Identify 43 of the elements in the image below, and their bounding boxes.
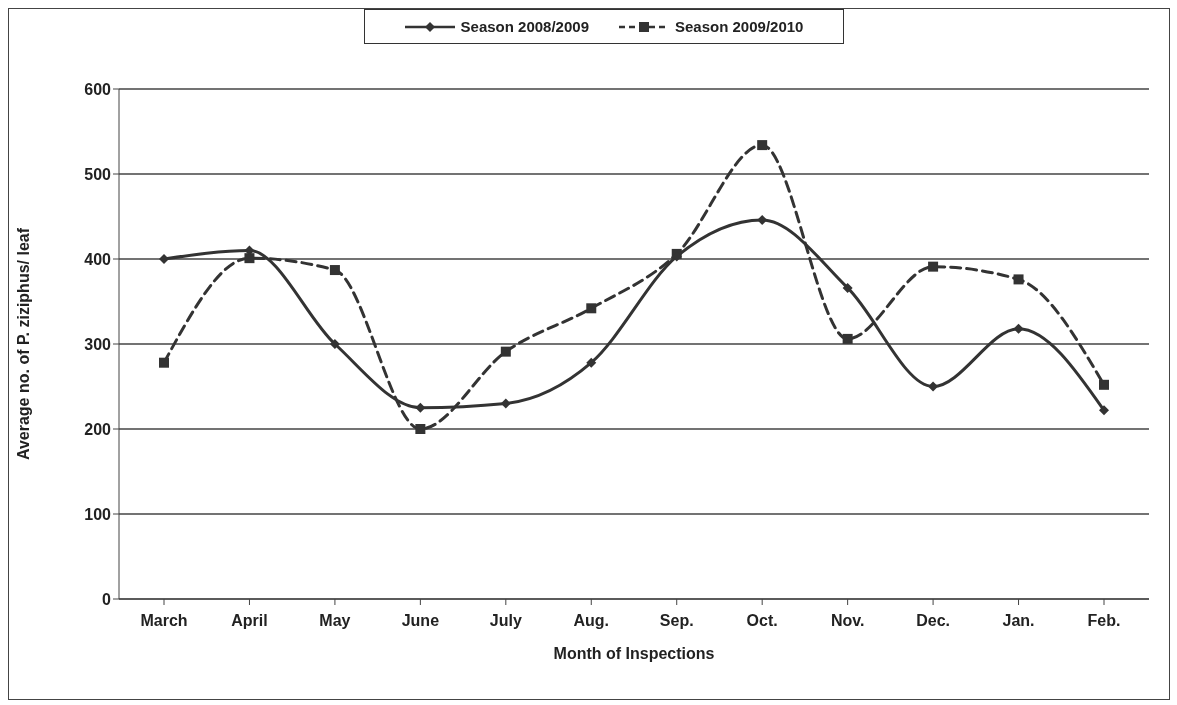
legend-label: Season 2009/2010 xyxy=(675,18,804,35)
point xyxy=(1013,274,1024,285)
y-tick-label: 0 xyxy=(102,590,112,608)
point xyxy=(329,265,340,276)
point xyxy=(500,398,511,409)
x-tick-label: Nov. xyxy=(830,612,865,630)
x-tick-label: Feb. xyxy=(1087,612,1121,630)
point xyxy=(1013,323,1024,334)
point xyxy=(928,261,939,272)
point xyxy=(415,402,426,413)
x-tick-label: March xyxy=(140,612,188,630)
point xyxy=(329,339,340,349)
y-tick-label: 400 xyxy=(84,250,112,268)
x-tick-label: Dec. xyxy=(916,612,950,630)
point xyxy=(500,346,511,357)
point xyxy=(244,253,255,264)
point xyxy=(842,333,853,344)
y-axis-title: Average no. of P. ziziphus/ leaf xyxy=(15,227,32,461)
y-tick-label: 500 xyxy=(84,165,112,183)
point xyxy=(1099,379,1109,390)
point xyxy=(757,140,768,151)
point xyxy=(586,357,597,368)
x-tick-label: June xyxy=(401,612,440,630)
point xyxy=(159,254,169,264)
y-tick-label: 600 xyxy=(84,80,112,98)
x-tick-label: Sep. xyxy=(659,612,694,630)
x-tick-label: Oct. xyxy=(746,612,778,630)
x-tick-label: April xyxy=(231,612,268,630)
point xyxy=(159,357,169,368)
x-tick-label: Jan. xyxy=(1002,612,1035,630)
x-tick-label: May xyxy=(319,612,351,630)
y-tick-label: 100 xyxy=(84,505,112,523)
point xyxy=(415,424,426,434)
y-tick-label: 200 xyxy=(84,420,112,438)
point xyxy=(842,282,853,293)
x-axis-title: Month of Inspections xyxy=(553,645,715,662)
point xyxy=(586,303,597,314)
point xyxy=(928,381,939,392)
y-tick-label: 300 xyxy=(84,335,112,353)
point xyxy=(1099,405,1109,416)
x-tick-label: Aug. xyxy=(573,612,610,630)
legend-label: Season 2008/2009 xyxy=(460,18,589,35)
x-tick-label: July xyxy=(489,612,522,630)
